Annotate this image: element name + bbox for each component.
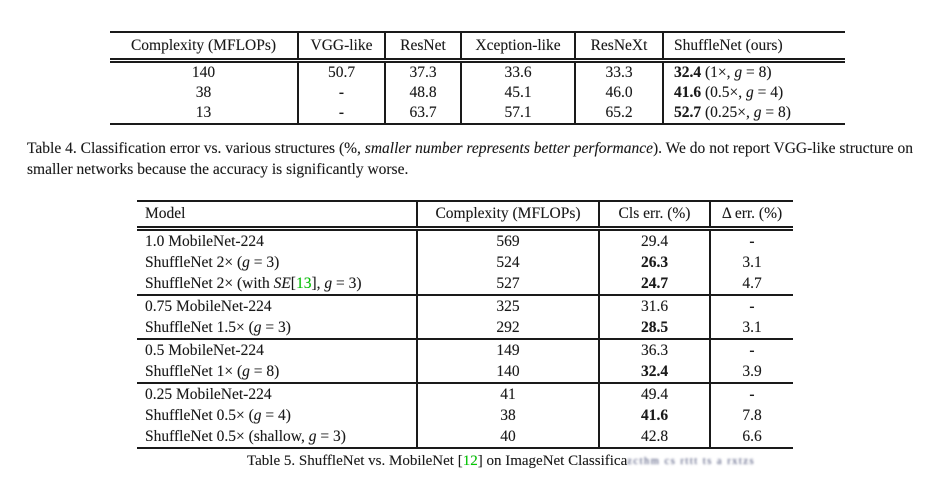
citation-link[interactable]: 12	[462, 453, 478, 469]
table-cell: 41	[417, 382, 600, 405]
table-cell: -	[749, 232, 755, 250]
table5-caption-text: Table 5. ShuffleNet vs. MobileNet [12] o…	[247, 453, 628, 469]
table-cell: 24.7	[599, 273, 711, 295]
table-cell: 42.8	[599, 426, 711, 448]
table-cell: 65.2	[575, 103, 664, 124]
column-header-cls-err: Cls err. (%)	[599, 201, 711, 231]
table4-structures-comparison: Complexity (MFLOPs) VGG-like ResNet Xcep…	[110, 31, 845, 125]
column-header-resnext: ResNeXt	[575, 32, 664, 63]
table-cell: 140	[110, 60, 299, 83]
column-header-complexity: Complexity (MFLOPs)	[110, 32, 299, 63]
table-cell: 48.8	[385, 83, 462, 103]
column-header-complexity: Complexity (MFLOPs)	[417, 201, 600, 231]
table-cell-model: ShuffleNet 1× (g = 8)	[137, 361, 418, 383]
table-cell-model: 0.75 MobileNet-224	[137, 294, 418, 317]
table-cell: 32.4 (1×, g = 8)	[674, 64, 772, 81]
table-cell-model: ShuffleNet 0.5× (g = 4)	[137, 405, 418, 426]
table5-caption: Table 5. ShuffleNet vs. MobileNet [12] o…	[247, 452, 887, 472]
column-header-model: Model	[137, 201, 418, 231]
table-cell: 46.0	[575, 83, 664, 103]
table-cell: 6.6	[742, 427, 762, 445]
table-cell: -	[710, 338, 793, 361]
table-cell: 7.8	[742, 406, 762, 424]
table-row: ShuffleNet 1.5× (g = 3) 292 28.5 3.1	[137, 317, 793, 339]
table-row: ShuffleNet 0.5× (g = 4) 38 41.6 7.8	[137, 405, 793, 426]
table-cell: 36.3	[599, 338, 711, 361]
table-cell: -	[710, 382, 793, 405]
table-row: ShuffleNet 2× (g = 3) 524 26.3 3.1	[137, 252, 793, 273]
table-cell: 29.4	[599, 228, 711, 252]
table-cell: 3.1	[742, 253, 762, 271]
table-cell: 57.1	[461, 103, 576, 124]
table-cell: 40	[417, 426, 600, 448]
table-row: ShuffleNet 1× (g = 8) 140 32.4 3.9	[137, 361, 793, 383]
table-cell: 524	[417, 252, 600, 273]
table-row: 1.0 MobileNet-224 569 29.4 -	[137, 228, 793, 252]
table-cell-model: ShuffleNet 2× (with SE[13], g = 3)	[137, 273, 418, 295]
table-cell: 63.7	[385, 103, 462, 124]
table-cell-model: ShuffleNet 0.5× (shallow, g = 3)	[137, 426, 418, 448]
table-cell: 3.9	[742, 362, 762, 380]
table-cell-model: 1.0 MobileNet-224	[137, 228, 418, 252]
table5-shufflenet-vs-mobilenet: Model Complexity (MFLOPs) Cls err. (%) Δ…	[137, 200, 793, 449]
table-row: ShuffleNet 0.5× (shallow, g = 3) 40 42.8…	[137, 426, 793, 448]
column-header-xception: Xception-like	[461, 32, 576, 63]
table-cell: 49.4	[599, 382, 711, 405]
table4: Complexity (MFLOPs) VGG-like ResNet Xcep…	[110, 31, 845, 125]
table-cell: 26.3	[599, 252, 711, 273]
table-cell: -	[298, 103, 386, 124]
table-cell: 292	[417, 317, 600, 339]
table-cell: -	[298, 83, 386, 103]
table-cell: 33.6	[461, 60, 576, 83]
table-cell: 28.5	[599, 317, 711, 339]
table-cell: 38	[417, 405, 600, 426]
table-cell: 527	[417, 273, 600, 295]
table-cell: 31.6	[599, 294, 711, 317]
table-cell: 4.7	[742, 274, 762, 292]
table-cell: 41.6	[599, 405, 711, 426]
column-header-shufflenet: ShuffleNet (ours)	[663, 32, 845, 63]
column-header-resnet: ResNet	[385, 32, 462, 63]
table-cell: 41.6 (0.5×, g = 4)	[674, 84, 784, 101]
table-cell: 45.1	[461, 83, 576, 103]
table-cell-model: 0.5 MobileNet-224	[137, 338, 418, 361]
table-cell: 50.7	[298, 60, 386, 83]
table-cell-model: ShuffleNet 1.5× (g = 3)	[137, 317, 418, 339]
table-row: 13 - 63.7 57.1 65.2 52.7 (0.25×, g = 8)	[110, 103, 845, 124]
table5-header-row: Model Complexity (MFLOPs) Cls err. (%) Δ…	[137, 201, 793, 231]
table-cell: 32.4	[599, 361, 711, 383]
table-row: ShuffleNet 2× (with SE[13], g = 3) 527 2…	[137, 273, 793, 295]
table-row: 140 50.7 37.3 33.6 33.3 32.4 (1×, g = 8)	[110, 60, 845, 83]
table4-header-row: Complexity (MFLOPs) VGG-like ResNet Xcep…	[110, 32, 845, 63]
table-cell-model: 0.25 MobileNet-224	[137, 382, 418, 405]
table-cell: 13	[110, 103, 299, 124]
table-cell: 569	[417, 228, 600, 252]
table-cell: 140	[417, 361, 600, 383]
table-cell: 325	[417, 294, 600, 317]
citation-link[interactable]: 13	[295, 274, 312, 292]
table-row: 38 - 48.8 45.1 46.0 41.6 (0.5×, g = 4)	[110, 83, 845, 103]
table-row: 0.25 MobileNet-224 41 49.4 -	[137, 382, 793, 405]
column-header-vgg: VGG-like	[298, 32, 386, 63]
table-cell-model: ShuffleNet 2× (g = 3)	[137, 252, 418, 273]
column-header-delta-err: Δ err. (%)	[710, 201, 793, 231]
table-cell: 33.3	[575, 60, 664, 83]
table5: Model Complexity (MFLOPs) Cls err. (%) Δ…	[137, 200, 793, 449]
table-cell: 3.1	[742, 318, 762, 336]
table-row: 0.5 MobileNet-224 149 36.3 -	[137, 338, 793, 361]
table-cell: -	[710, 294, 793, 317]
table-cell: 149	[417, 338, 600, 361]
table4-caption: Table 4. Classification error vs. variou…	[27, 140, 914, 178]
table-cell: 52.7 (0.25×, g = 8)	[674, 104, 791, 121]
watermark-smudge: zcthm cs rttt ts a rxtzs	[627, 456, 756, 467]
table-cell: 38	[110, 83, 299, 103]
table-row: 0.75 MobileNet-224 325 31.6 -	[137, 294, 793, 317]
table-cell: 37.3	[385, 60, 462, 83]
